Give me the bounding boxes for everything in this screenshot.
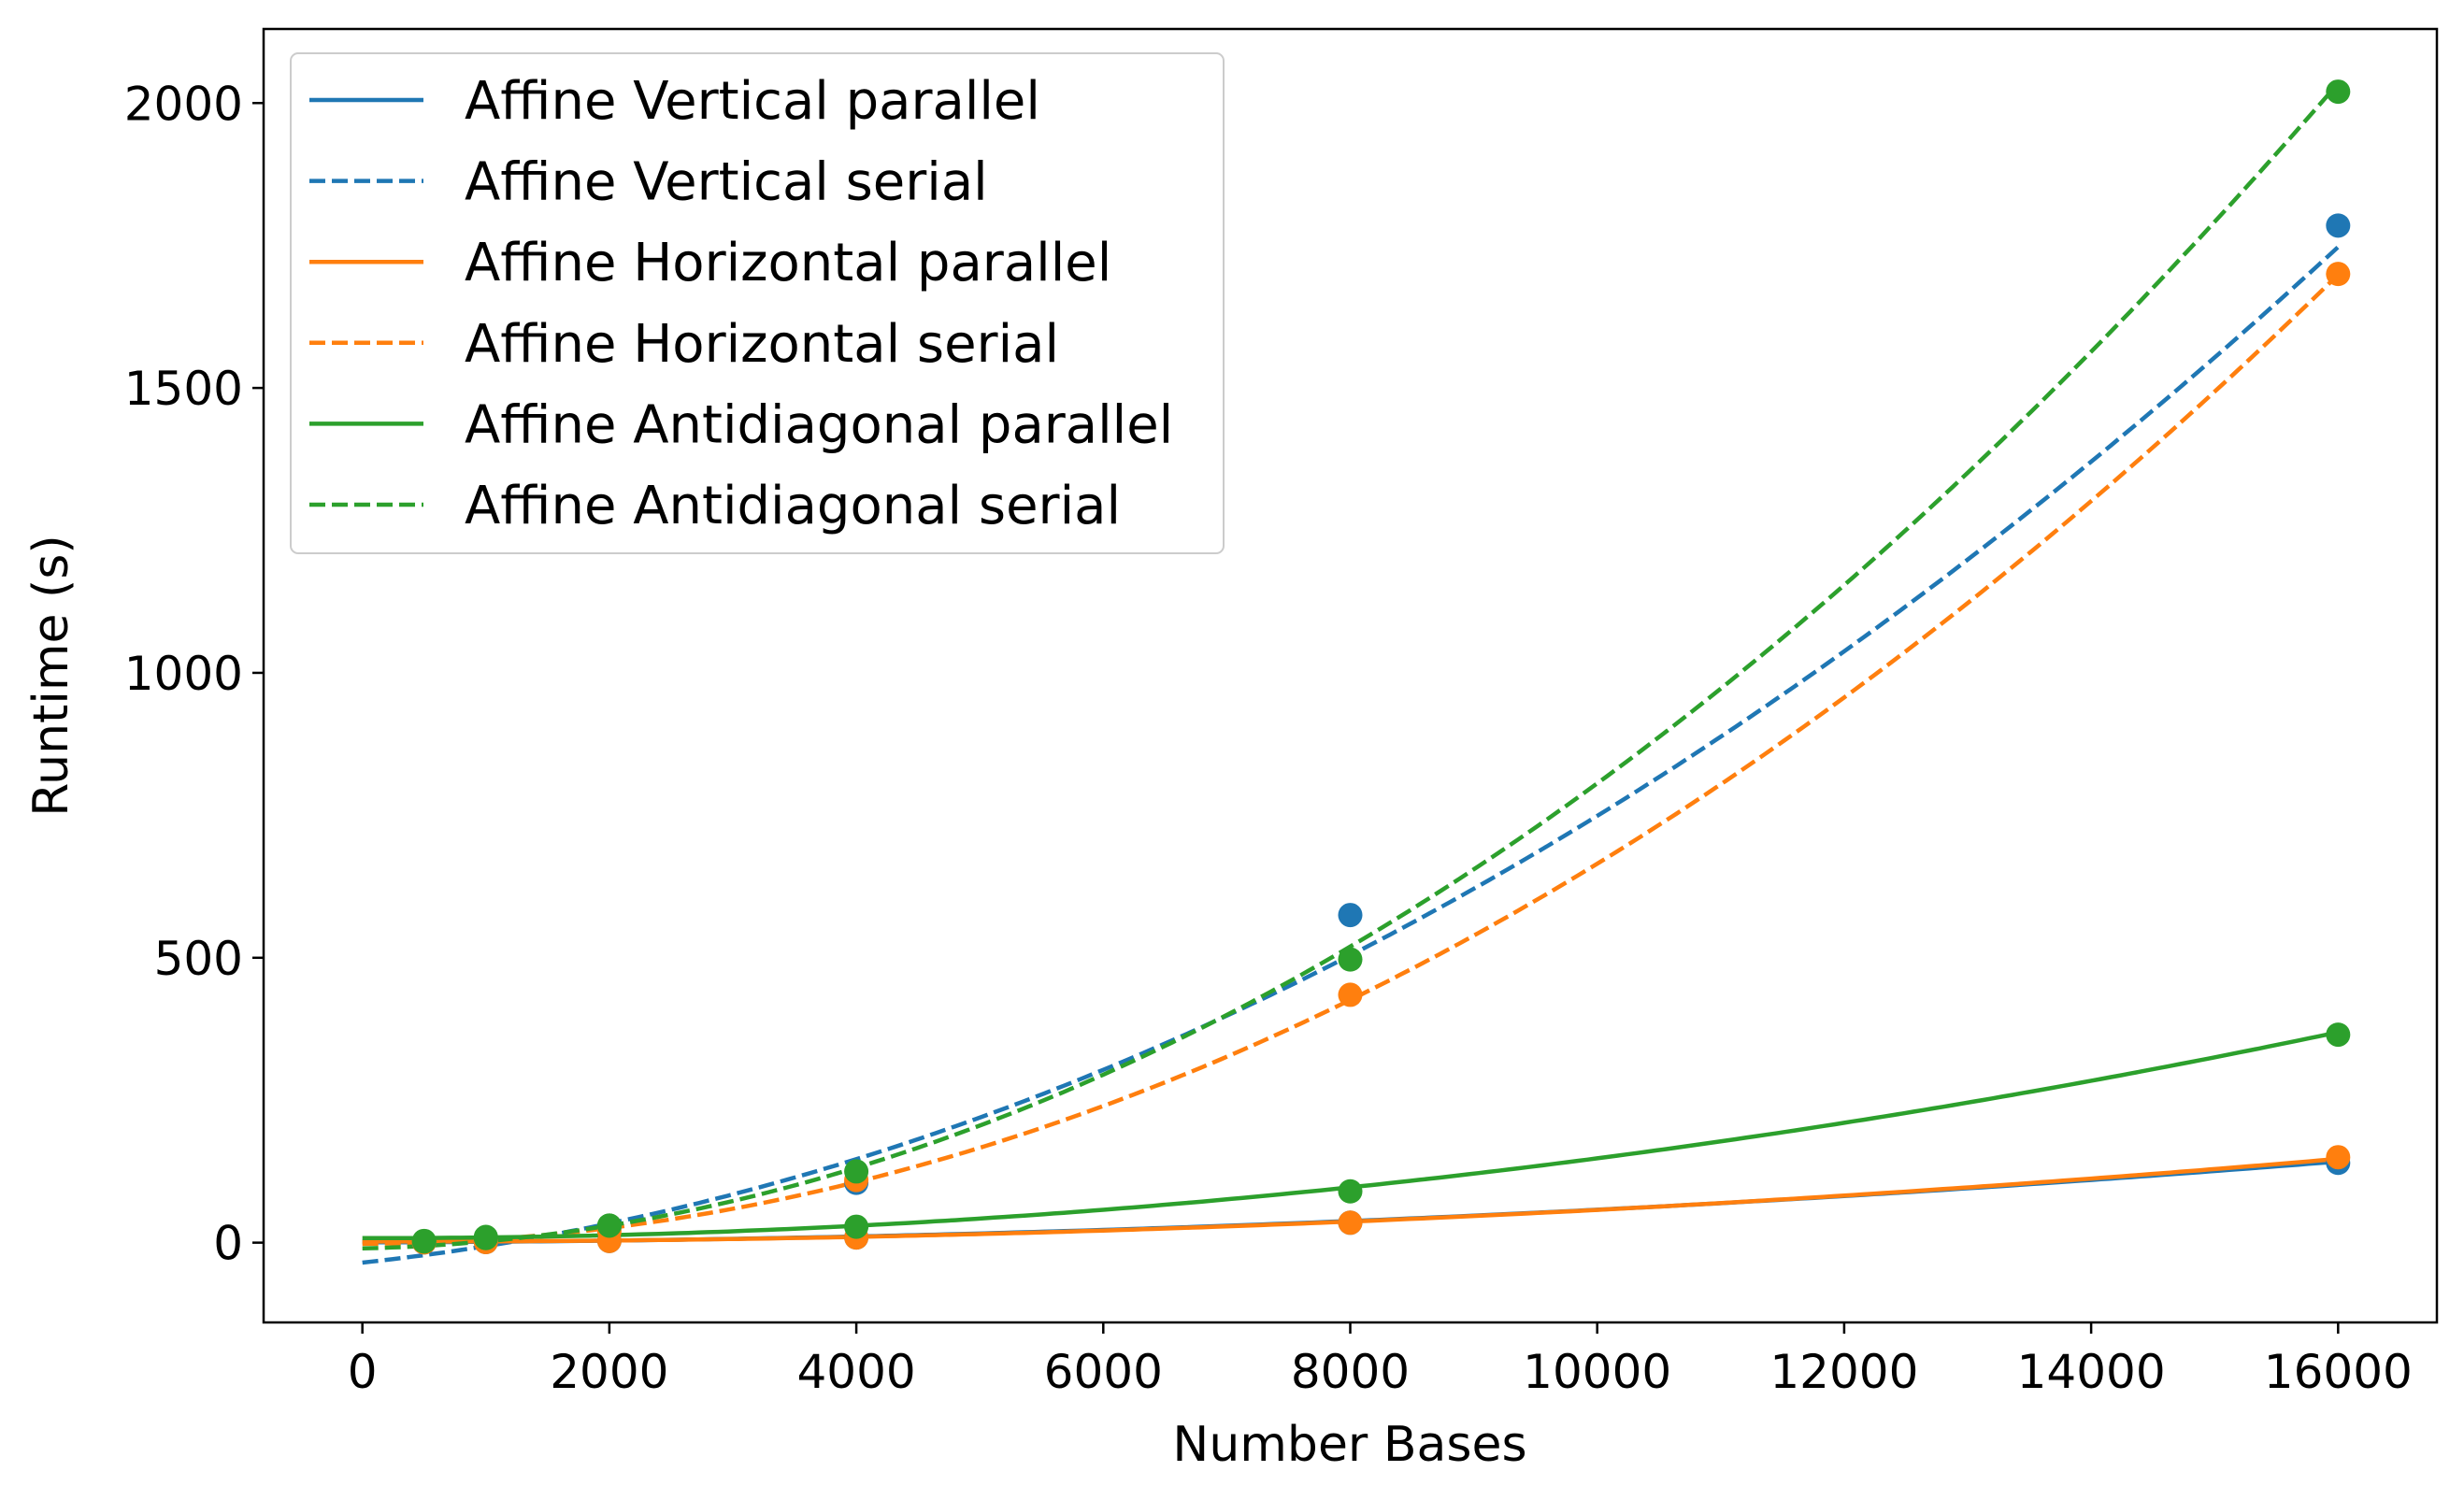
affine-antidiagonal-serial-point [1338, 947, 1363, 972]
affine-horizontal-serial-point [2326, 262, 2351, 287]
affine-horizontal-parallel-point [1338, 1210, 1363, 1236]
x-tick-label: 8000 [1291, 1345, 1410, 1399]
y-axis-ticks: 0 500 1000 1500 2000 [124, 77, 264, 1271]
affine-vertical-serial-point [1338, 903, 1363, 928]
legend-label-affine-horizontal-parallel: Affine Horizontal parallel [465, 233, 1111, 293]
affine-antidiagonal-serial-point [844, 1159, 869, 1184]
x-tick-label: 10000 [1523, 1345, 1671, 1399]
y-tick-label: 1000 [124, 647, 243, 701]
x-axis-label: Number Bases [1172, 1417, 1526, 1473]
x-tick-label: 0 [348, 1345, 378, 1399]
y-tick-label: 1500 [124, 362, 243, 416]
affine-antidiagonal-parallel-point [2326, 1022, 2351, 1048]
affine-vertical-serial-point [2326, 213, 2351, 238]
legend-label-affine-antidiagonal-parallel: Affine Antidiagonal parallel [465, 394, 1173, 455]
x-tick-label: 4000 [796, 1345, 915, 1399]
affine-antidiagonal-parallel-point [844, 1214, 869, 1239]
legend: Affine Vertical parallel Affine Vertical … [290, 52, 1225, 554]
affine-antidiagonal-serial-point [596, 1213, 622, 1238]
affine-horizontal-serial-point [1338, 982, 1363, 1007]
legend-label-affine-vertical-parallel: Affine Vertical parallel [465, 71, 1040, 132]
affine-antidiagonal-serial-point [411, 1229, 437, 1254]
y-axis-label: Runtime (s) [23, 535, 79, 816]
legend-frame [290, 52, 1225, 554]
affine-antidiagonal-serial-line [362, 81, 2341, 1250]
y-tick-label: 2000 [124, 77, 243, 131]
legend-label-affine-vertical-serial: Affine Vertical serial [465, 152, 988, 213]
x-tick-label: 14000 [2017, 1345, 2166, 1399]
x-tick-label: 16000 [2264, 1345, 2413, 1399]
affine-horizontal-parallel-point [2326, 1145, 2351, 1170]
y-tick-label: 0 [213, 1217, 243, 1271]
x-tick-label: 12000 [1769, 1345, 1918, 1399]
x-axis-ticks: 0 2000 4000 6000 8000 10000 12000 14000 16000 [348, 1322, 2413, 1399]
legend-label-affine-horizontal-serial: Affine Horizontal serial [465, 314, 1059, 375]
plot-points [411, 79, 2351, 1255]
affine-antidiagonal-parallel-point [1338, 1179, 1363, 1204]
y-tick-label: 500 [154, 932, 243, 986]
x-tick-label: 2000 [550, 1345, 668, 1399]
x-tick-label: 6000 [1044, 1345, 1163, 1399]
affine-antidiagonal-serial-point [473, 1224, 498, 1250]
legend-label-affine-antidiagonal-serial: Affine Antidiagonal serial [465, 476, 1121, 536]
affine-antidiagonal-serial-point [2326, 79, 2351, 105]
